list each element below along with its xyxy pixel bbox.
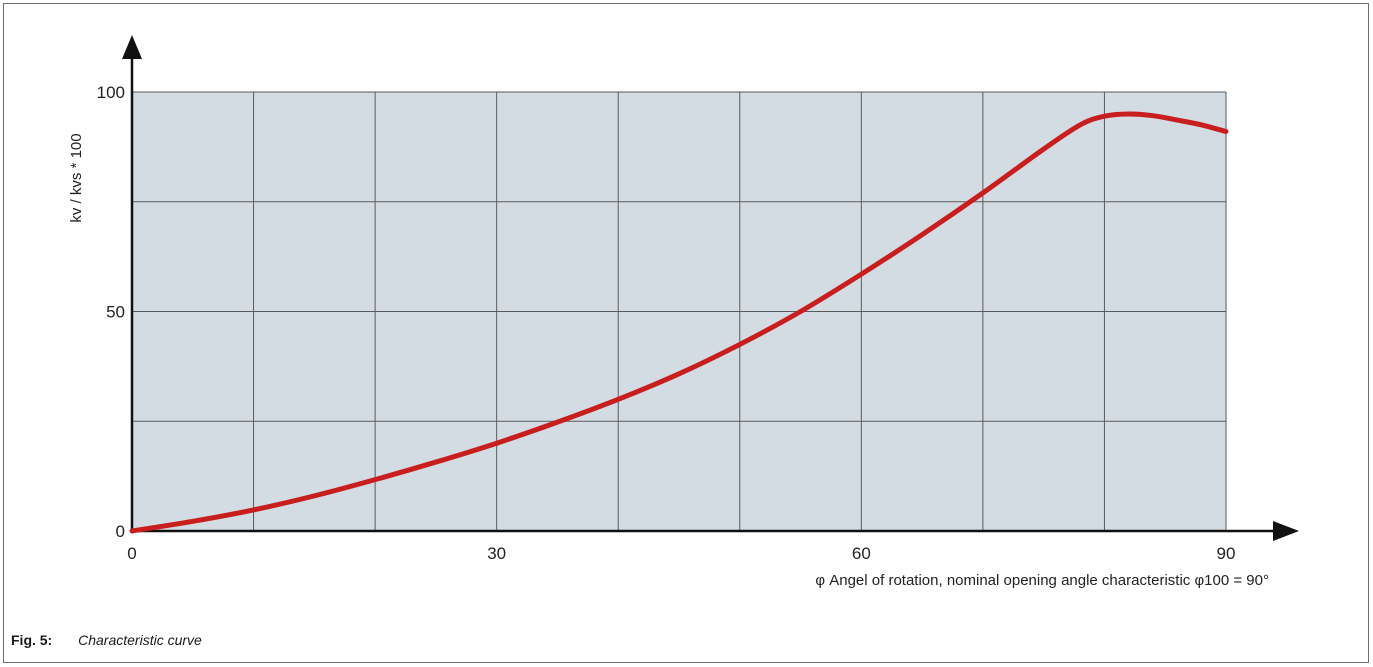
x-axis-arrow-icon [1273,521,1299,541]
y-axis-arrow-icon [122,35,142,59]
figure-label: Fig. 5: [11,632,53,648]
x-tick-label: 30 [487,544,506,563]
figure-caption: Fig. 5: Characteristic curve [11,632,202,648]
y-tick-label: 0 [116,522,125,541]
x-axis-label: φ Angel of rotation, nominal opening ang… [815,572,1269,589]
figure-title: Characteristic curve [78,632,202,648]
x-tick-label: 60 [852,544,871,563]
y-axis-label: kv / kvs * 100 [68,133,85,222]
x-tick-label: 90 [1217,544,1236,563]
y-tick-label: 100 [97,83,125,102]
y-tick-label: 50 [106,303,125,322]
x-tick-label: 0 [127,544,136,563]
series-line [129,111,1229,534]
